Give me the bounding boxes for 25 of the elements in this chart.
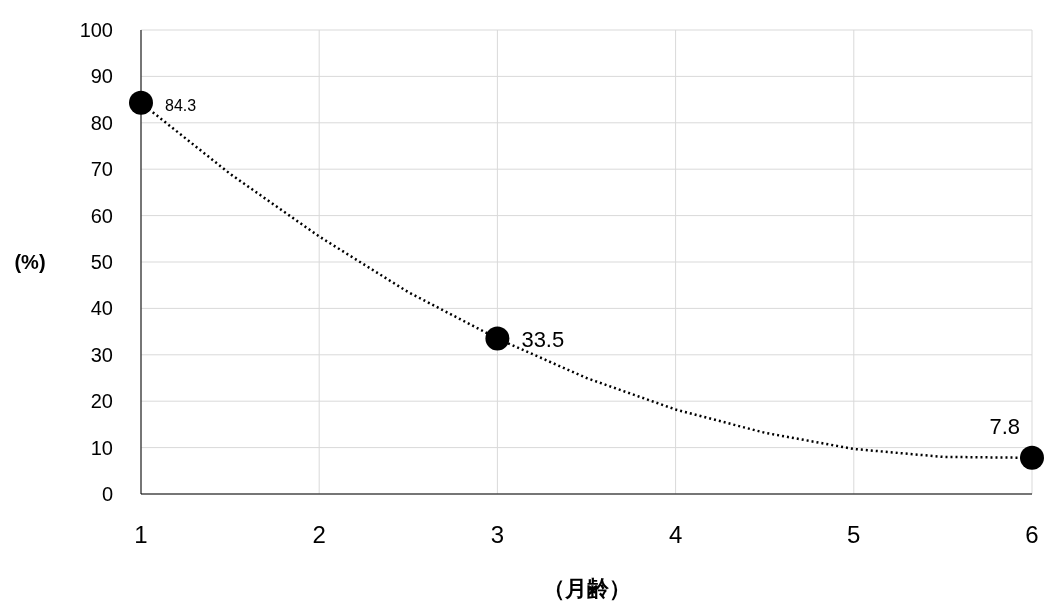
data-label: 33.5 <box>521 326 565 352</box>
data-label: 7.8 <box>989 413 1020 439</box>
y-tick-label: 60 <box>90 204 113 227</box>
y-tick-label: 20 <box>90 390 113 413</box>
y-tick-label: 0 <box>101 483 113 505</box>
x-tick-label: 1 <box>134 521 148 548</box>
data-label: 84.3 <box>165 96 197 114</box>
x-tick-label: 5 <box>847 521 861 548</box>
y-tick-label: 50 <box>90 251 113 273</box>
x-tick-label: 3 <box>490 521 505 548</box>
point <box>485 326 510 351</box>
y-tick-label: 30 <box>90 343 113 366</box>
point <box>129 90 153 115</box>
y-tick-label: 100 <box>79 19 113 41</box>
point <box>1020 445 1044 470</box>
y-tick-label: 90 <box>90 65 113 88</box>
x-tick-label: 2 <box>312 521 326 548</box>
y-tick-label: 80 <box>90 111 113 134</box>
y-axis-title: (%) <box>14 251 46 273</box>
x-axis-title: （月齢） <box>542 576 631 601</box>
y-tick-label: 70 <box>90 158 113 181</box>
y-tick-label: 40 <box>90 297 113 320</box>
x-tick-label: 6 <box>1025 521 1039 548</box>
x-tick-label: 4 <box>668 521 683 548</box>
y-tick-label: 10 <box>90 436 113 459</box>
